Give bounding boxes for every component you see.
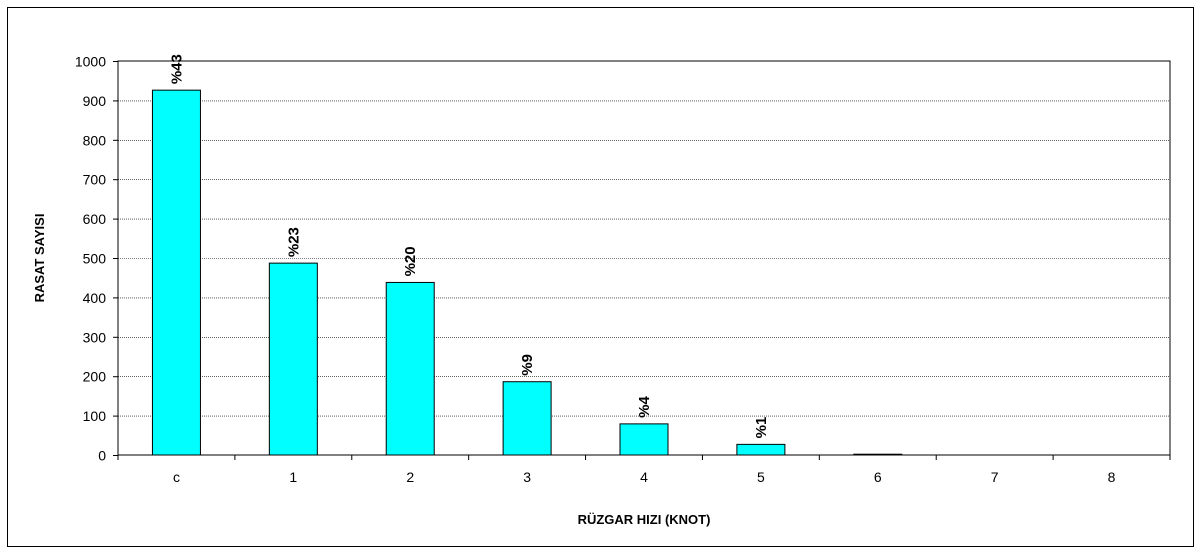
x-tick-label: 7 (991, 469, 999, 485)
x-tick-label: 5 (757, 469, 765, 485)
x-tick-label: 6 (874, 469, 882, 485)
x-axis-title: RÜZGAR HIZI (KNOT) (578, 512, 711, 527)
x-tick-label: 1 (289, 469, 297, 485)
x-tick-label: c (173, 469, 180, 485)
data-labels: %43 %23 %20 %9 %4 %1 (168, 54, 769, 438)
y-tick-label: 600 (83, 211, 107, 227)
y-tick-label: 0 (98, 448, 106, 464)
bar (151, 89, 201, 456)
bar (502, 381, 552, 456)
bar-series (151, 89, 903, 456)
y-axis-ticks: 0 100 200 300 400 500 600 700 800 900 1000 (75, 54, 118, 464)
bar (385, 281, 435, 456)
y-tick-label: 500 (83, 251, 107, 267)
data-label: %20 (402, 246, 419, 276)
y-tick-label: 800 (83, 132, 107, 148)
data-label: %9 (519, 354, 536, 376)
bar (736, 443, 786, 456)
y-tick-label: 900 (83, 93, 107, 109)
gridlines (118, 100, 1170, 417)
y-tick-label: 700 (83, 172, 107, 188)
x-axis-ticks: c 1 2 3 4 5 6 7 8 (117, 455, 1171, 485)
x-tick-label: 3 (523, 469, 531, 485)
bar (268, 262, 318, 456)
data-label: %23 (285, 227, 302, 257)
y-tick-label: 1000 (75, 54, 106, 70)
data-label: %43 (168, 54, 185, 84)
x-tick-label: 8 (1108, 469, 1116, 485)
y-tick-label: 200 (83, 369, 107, 385)
y-axis-title: RASAT SAYISI (32, 214, 47, 303)
y-tick-label: 100 (83, 408, 107, 424)
y-tick-label: 300 (83, 329, 107, 345)
bar (853, 453, 903, 456)
data-label: %4 (636, 396, 653, 418)
data-label: %1 (753, 417, 770, 439)
bar (619, 423, 669, 456)
x-tick-label: 4 (640, 469, 648, 485)
x-tick-label: 2 (406, 469, 414, 485)
y-tick-label: 400 (83, 290, 107, 306)
